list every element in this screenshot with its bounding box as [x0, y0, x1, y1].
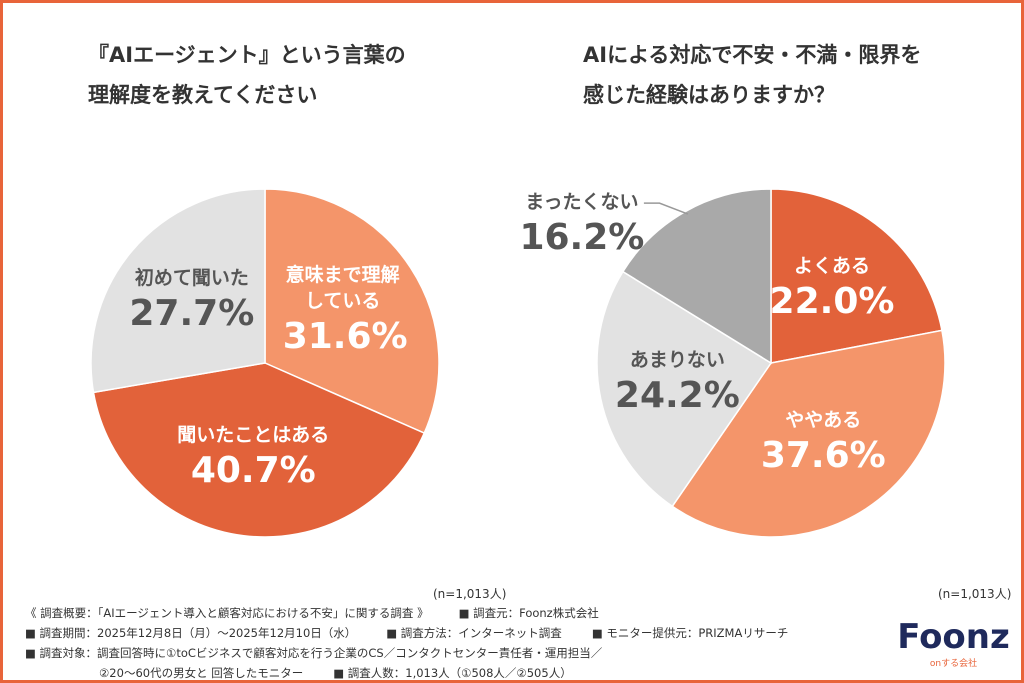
pie-slice [92, 362, 426, 538]
footer-text: ■ 調査人数：1,013人（①508人／②505人） [333, 666, 572, 680]
title-line: 理解度を教えてください [88, 83, 318, 107]
footer: 《 調査概要：「AIエージェント導入と顧客対応における不安」に関する調査 》 ■ … [25, 603, 818, 680]
pie-slice [621, 188, 772, 365]
slice-name: 聞いたことはある [177, 423, 330, 446]
slice-name: ややある [785, 409, 862, 432]
pie-slice [770, 188, 943, 364]
logo-tagline: onする会社 [929, 659, 978, 669]
slice-label: まったくない 16.2% [519, 189, 644, 261]
slice-value: 27.7% [129, 293, 255, 335]
slice-value: 22.0% [769, 281, 895, 323]
chart [90, 188, 946, 538]
footer-text: ■ 調査元：Foonz株式会社 [458, 606, 599, 620]
sample-note: (n=1,013人) [433, 587, 507, 601]
slice-label: よくある 22.0% [770, 253, 895, 325]
chart-title: AIによる対応で不安・不満・限界を 感じた経験はありますか？ [583, 35, 921, 115]
slice-value: 37.6% [760, 435, 886, 477]
title-line: 『AIエージェント』という言葉の [88, 43, 406, 67]
footer-row: ■ 調査期間：2025年12月8日（月）～2025年12月10日（水） ■ 調査方… [25, 623, 818, 643]
pie-slice [671, 329, 946, 538]
footer-row: ②20～60代の男女と 回答したモニター ■ 調査人数：1,013人（①508人／… [25, 663, 818, 680]
footer-text: ■ 調査方法：インターネット調査 [386, 626, 562, 640]
logo-name: Foonz [897, 617, 1010, 657]
sample-note: (n=1,013人) [938, 587, 1012, 601]
slice-value: 40.7% [190, 449, 316, 491]
title-line: AIによる対応で不安・不満・限界を [583, 43, 922, 67]
footer-text: ■ 調査期間：2025年12月8日（月）～2025年12月10日（水） [25, 626, 357, 640]
pie-slice [596, 270, 773, 508]
slice-label: 聞いたことはある 40.7% [177, 422, 329, 494]
slice-value: 24.2% [614, 374, 740, 416]
slice-label: ややある 37.6% [761, 407, 886, 479]
slice-value: 31.6% [282, 315, 408, 357]
footer-row: ■ 調査対象：調査回答時に①toCビジネスで顧客対応を行う企業のCS／コンタクト… [25, 643, 818, 663]
title-line: 感じた経験はありますか？ [583, 83, 835, 107]
slice-label: 初めて聞いた 27.7% [129, 265, 254, 337]
pie-slice [264, 188, 440, 435]
logo: Foonz onする会社 [896, 618, 1011, 669]
slice-label: あまりない 24.2% [615, 347, 740, 419]
chart-title: 『AIエージェント』という言葉の 理解度を教えてください [88, 35, 406, 115]
slice-value: 16.2% [519, 217, 645, 259]
slice-name: 意味まで理解している [285, 263, 400, 312]
leader-line [643, 202, 689, 215]
footer-text: ②20～60代の男女と 回答したモニター [99, 666, 304, 680]
slice-label: 意味まで理解している 31.6% [283, 262, 408, 360]
slice-name: 初めて聞いた [134, 267, 249, 290]
footer-text: ■ 調査対象：調査回答時に①toCビジネスで顧客対応を行う企業のCS／コンタクト… [25, 646, 603, 660]
footer-row: 《 調査概要：「AIエージェント導入と顧客対応における不安」に関する調査 》 ■ … [25, 603, 818, 623]
footer-text: ■ モニター提供元：PRIZMAリサーチ [591, 626, 789, 640]
pie-slice [90, 188, 266, 394]
footer-text: 《 調査概要：「AIエージェント導入と顧客対応における不安」に関する調査 》 [25, 606, 429, 620]
slice-name: あまりない [629, 348, 725, 371]
slice-name: まったくない [525, 191, 639, 214]
slice-name: よくある [793, 255, 870, 278]
